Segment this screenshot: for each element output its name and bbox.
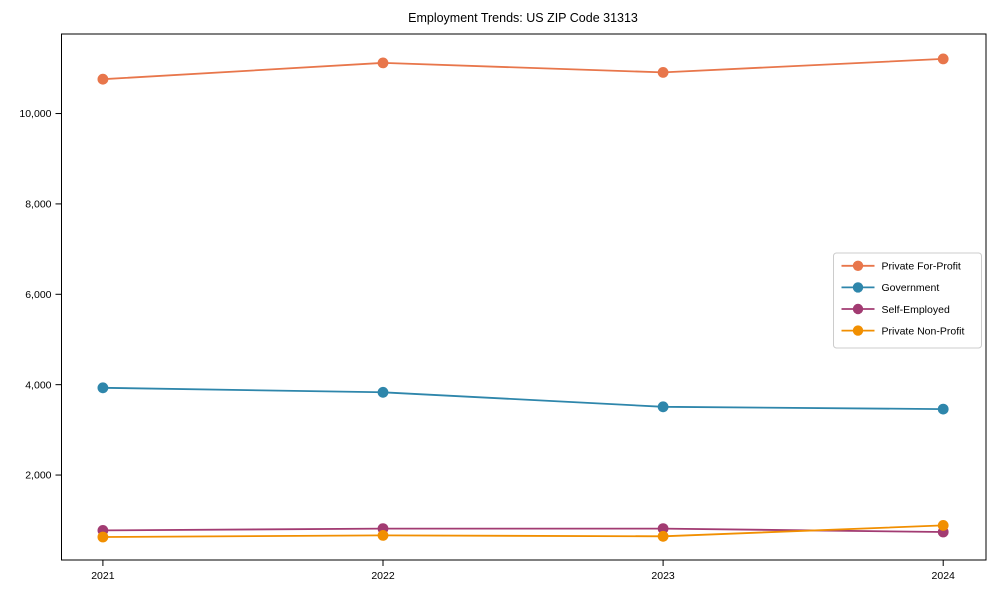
series-line-private-non-profit	[102, 524, 944, 538]
series-line-government	[102, 386, 944, 410]
data-point	[657, 530, 669, 542]
legend-marker-dot	[852, 260, 864, 271]
x-axis-tick-label: 2022	[371, 570, 395, 582]
data-point	[657, 67, 669, 78]
legend-marker-dot	[852, 325, 864, 336]
legend-label: Self-Employed	[882, 304, 950, 316]
y-axis-tick-label: 10,000	[19, 108, 51, 120]
legend-marker-dot	[852, 303, 864, 315]
data-point	[377, 530, 389, 541]
data-point	[97, 531, 109, 543]
legend-box	[833, 252, 982, 349]
x-axis-tick-label: 2021	[91, 570, 115, 582]
x-axis-tick-label: 2024	[932, 570, 956, 582]
y-axis-tick-label: 4,000	[25, 379, 51, 391]
legend-label: Government	[882, 282, 940, 294]
legend-marker-dot	[852, 282, 864, 293]
chart-title: Employment Trends: US ZIP Code 31313	[408, 11, 638, 25]
x-axis-tick-label: 2023	[651, 570, 675, 582]
legend-label: Private Non-Profit	[882, 325, 965, 337]
data-point	[657, 401, 669, 413]
data-point	[937, 520, 949, 531]
legend-label: Private For-Profit	[882, 261, 961, 273]
data-point	[937, 403, 949, 415]
y-axis-tick-label: 6,000	[25, 289, 51, 301]
data-point	[377, 386, 389, 398]
data-point	[657, 523, 669, 534]
y-axis-tick-label: 8,000	[25, 199, 51, 211]
series-line-private-for-profit	[102, 58, 944, 81]
data-point	[97, 73, 109, 85]
data-point	[97, 382, 109, 394]
data-point	[937, 53, 949, 65]
plot-border	[61, 33, 987, 561]
y-axis-tick-label: 2,000	[25, 470, 51, 482]
data-point	[377, 57, 389, 69]
